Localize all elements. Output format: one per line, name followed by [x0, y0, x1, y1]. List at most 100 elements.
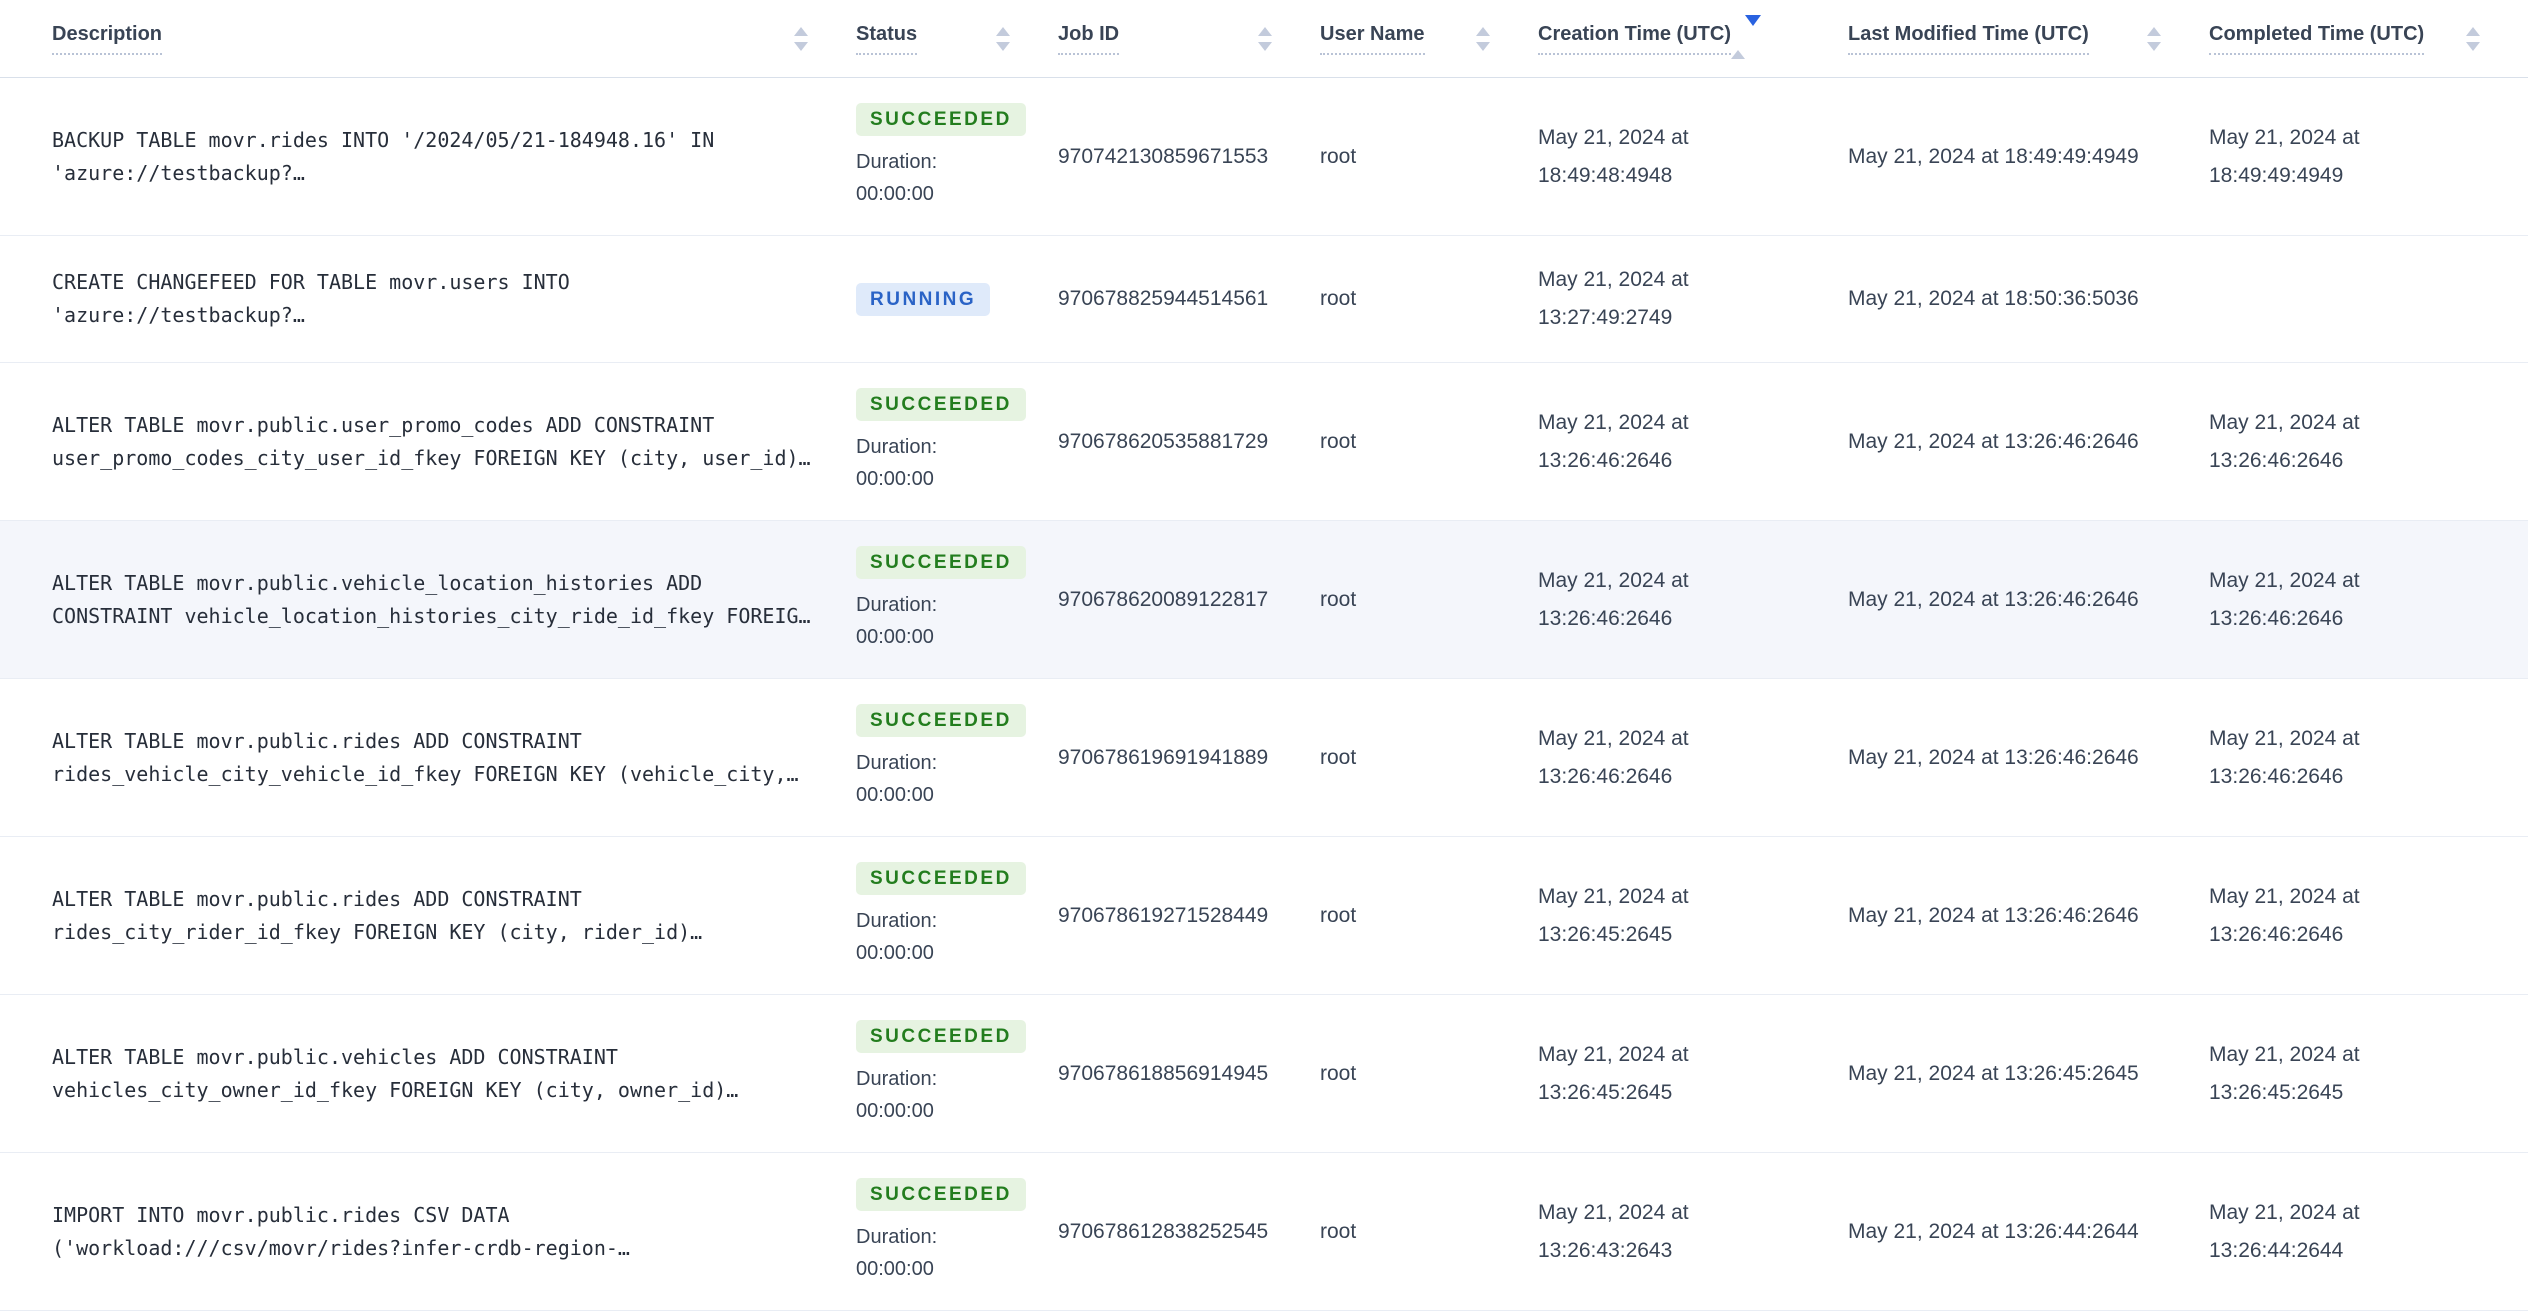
duration-value: 00:00:00: [856, 626, 934, 648]
column-label: Status: [856, 22, 918, 55]
duration-value: 00:00:00: [856, 942, 934, 964]
creation-time-cell: May 21, 2024 at 13:26:45:2645: [1538, 878, 1848, 954]
creation-time-cell: May 21, 2024 at 13:26:46:2646: [1538, 404, 1848, 480]
sort-arrow-down-icon: [1744, 15, 1761, 50]
last-modified-time: May 21, 2024 at 13:26:46:2646: [1848, 903, 2139, 927]
last-modified-time: May 21, 2024 at 13:26:45:2645: [1848, 1061, 2139, 1085]
sort-arrow-up-icon: [1258, 26, 1272, 36]
user-name-cell: root: [1320, 145, 1538, 169]
column-header-last-modified-time-utc[interactable]: Last Modified Time (UTC): [1848, 22, 2209, 55]
job-row[interactable]: ALTER TABLE movr.public.vehicle_location…: [0, 521, 2528, 679]
table-header: Description Status Job ID User Name Creation…: [0, 0, 2528, 78]
status-badge: SUCCEEDED: [856, 704, 1026, 737]
sort-icon[interactable]: [1476, 26, 1490, 51]
completed-time-cell: May 21, 2024 at 13:26:45:2645: [2209, 1036, 2528, 1112]
column-header-completed-time-utc[interactable]: Completed Time (UTC): [2209, 22, 2528, 55]
duration-label: Duration:: [856, 594, 938, 616]
job-id-cell: 970678619271528449: [1058, 904, 1320, 928]
job-id: 970678619271528449: [1058, 903, 1269, 927]
user-name-cell: root: [1320, 430, 1538, 454]
last-modified-time-cell: May 21, 2024 at 13:26:46:2646: [1848, 581, 2209, 619]
job-id: 970678618856914945: [1058, 1061, 1269, 1085]
user-name: root: [1320, 429, 1357, 453]
sort-arrow-down-icon: [996, 41, 1010, 51]
user-name-cell: root: [1320, 746, 1538, 770]
job-row[interactable]: ALTER TABLE movr.public.rides ADD CONSTR…: [0, 837, 2528, 995]
job-row[interactable]: CREATE CHANGEFEED FOR TABLE movr.users I…: [0, 236, 2528, 363]
job-description: CREATE CHANGEFEED FOR TABLE movr.users I…: [52, 270, 570, 327]
column-header-description[interactable]: Description: [52, 22, 856, 55]
job-id-cell: 970678620089122817: [1058, 588, 1320, 612]
job-id: 970742130859671553: [1058, 144, 1269, 168]
last-modified-time-cell: May 21, 2024 at 13:26:46:2646: [1848, 897, 2209, 935]
user-name-cell: root: [1320, 904, 1538, 928]
duration-value: 00:00:00: [856, 1258, 934, 1280]
job-row[interactable]: ALTER TABLE movr.public.user_promo_codes…: [0, 363, 2528, 521]
creation-time: May 21, 2024 at 13:27:49:2749: [1538, 268, 1689, 329]
creation-time: May 21, 2024 at 13:26:45:2645: [1538, 1042, 1689, 1104]
last-modified-time: May 21, 2024 at 18:50:36:5036: [1848, 287, 2139, 310]
last-modified-time-cell: May 21, 2024 at 18:49:49:4949: [1848, 138, 2209, 176]
last-modified-time-cell: May 21, 2024 at 13:26:46:2646: [1848, 739, 2209, 777]
sort-arrow-up-icon: [794, 26, 808, 36]
sort-arrow-up-icon: [996, 26, 1010, 36]
sort-icon[interactable]: [2147, 26, 2161, 51]
job-description-cell: ALTER TABLE movr.public.user_promo_codes…: [52, 409, 856, 475]
sort-arrow-up-icon: [2466, 26, 2480, 36]
sort-arrow-down-icon: [1476, 41, 1490, 51]
user-name: root: [1320, 1219, 1357, 1243]
completed-time: May 21, 2024 at 13:26:46:2646: [2209, 726, 2360, 788]
column-header-user-name[interactable]: User Name: [1320, 22, 1538, 55]
creation-time: May 21, 2024 at 13:26:46:2646: [1538, 410, 1689, 472]
job-description-cell: BACKUP TABLE movr.rides INTO '/2024/05/2…: [52, 124, 856, 190]
status-badge: SUCCEEDED: [856, 1020, 1026, 1053]
duration-value: 00:00:00: [856, 1100, 934, 1122]
job-row[interactable]: ALTER TABLE movr.public.vehicles ADD CON…: [0, 995, 2528, 1153]
job-status-cell: SUCCEEDED Duration: 00:00:00: [856, 862, 1058, 969]
column-label: Description: [52, 22, 163, 55]
status-badge: SUCCEEDED: [856, 862, 1026, 895]
last-modified-time: May 21, 2024 at 13:26:46:2646: [1848, 587, 2139, 611]
job-description: ALTER TABLE movr.public.vehicles ADD CON…: [52, 1044, 739, 1102]
completed-time: May 21, 2024 at 13:26:46:2646: [2209, 884, 2360, 946]
job-status-cell: SUCCEEDED Duration: 00:00:00: [856, 1020, 1058, 1127]
sort-icon[interactable]: [794, 26, 808, 51]
job-status-cell: SUCCEEDED Duration: 00:00:00: [856, 546, 1058, 653]
last-modified-time-cell: May 21, 2024 at 13:26:46:2646: [1848, 423, 2209, 461]
creation-time-cell: May 21, 2024 at 13:26:46:2646: [1538, 720, 1848, 796]
user-name: root: [1320, 1061, 1357, 1085]
completed-time: May 21, 2024 at 13:26:44:2644: [2209, 1200, 2360, 1262]
completed-time-cell: May 21, 2024 at 13:26:46:2646: [2209, 878, 2528, 954]
last-modified-time: May 21, 2024 at 13:26:44:2644: [1848, 1219, 2139, 1243]
completed-time-cell: May 21, 2024 at 13:26:46:2646: [2209, 404, 2528, 480]
user-name: root: [1320, 903, 1357, 927]
completed-time-cell: May 21, 2024 at 13:26:46:2646: [2209, 720, 2528, 796]
job-status-cell: SUCCEEDED Duration: 00:00:00: [856, 103, 1058, 210]
job-id: 970678612838252545: [1058, 1219, 1269, 1243]
duration-label: Duration:: [856, 1226, 938, 1248]
job-row[interactable]: IMPORT INTO movr.public.rides CSV DATA (…: [0, 1153, 2528, 1311]
sort-icon[interactable]: [1258, 26, 1272, 51]
status-badge: SUCCEEDED: [856, 103, 1026, 136]
column-label: Last Modified Time (UTC): [1848, 22, 2089, 55]
job-description: IMPORT INTO movr.public.rides CSV DATA (…: [52, 1202, 630, 1260]
job-status-cell: SUCCEEDED Duration: 00:00:00: [856, 704, 1058, 811]
sort-icon[interactable]: [996, 26, 1010, 51]
column-header-creation-time-utc[interactable]: Creation Time (UTC): [1538, 15, 1848, 59]
user-name: root: [1320, 287, 1357, 310]
sort-arrow-up-icon: [2147, 26, 2161, 36]
job-id: 970678825944514561: [1058, 287, 1269, 310]
user-name-cell: root: [1320, 1220, 1538, 1244]
job-row[interactable]: BACKUP TABLE movr.rides INTO '/2024/05/2…: [0, 78, 2528, 236]
duration-value: 00:00:00: [856, 468, 934, 490]
job-row[interactable]: ALTER TABLE movr.public.rides ADD CONSTR…: [0, 679, 2528, 837]
job-id-cell: 970678619691941889: [1058, 746, 1320, 770]
job-id: 970678620535881729: [1058, 429, 1269, 453]
sort-icon[interactable]: [2466, 26, 2480, 51]
job-description-cell: ALTER TABLE movr.public.rides ADD CONSTR…: [52, 883, 856, 949]
completed-time: May 21, 2024 at 13:26:45:2645: [2209, 1042, 2360, 1104]
column-header-job-id[interactable]: Job ID: [1058, 22, 1320, 55]
column-header-status[interactable]: Status: [856, 22, 1058, 55]
user-name: root: [1320, 144, 1357, 168]
last-modified-time-cell: May 21, 2024 at 13:26:44:2644: [1848, 1213, 2209, 1251]
